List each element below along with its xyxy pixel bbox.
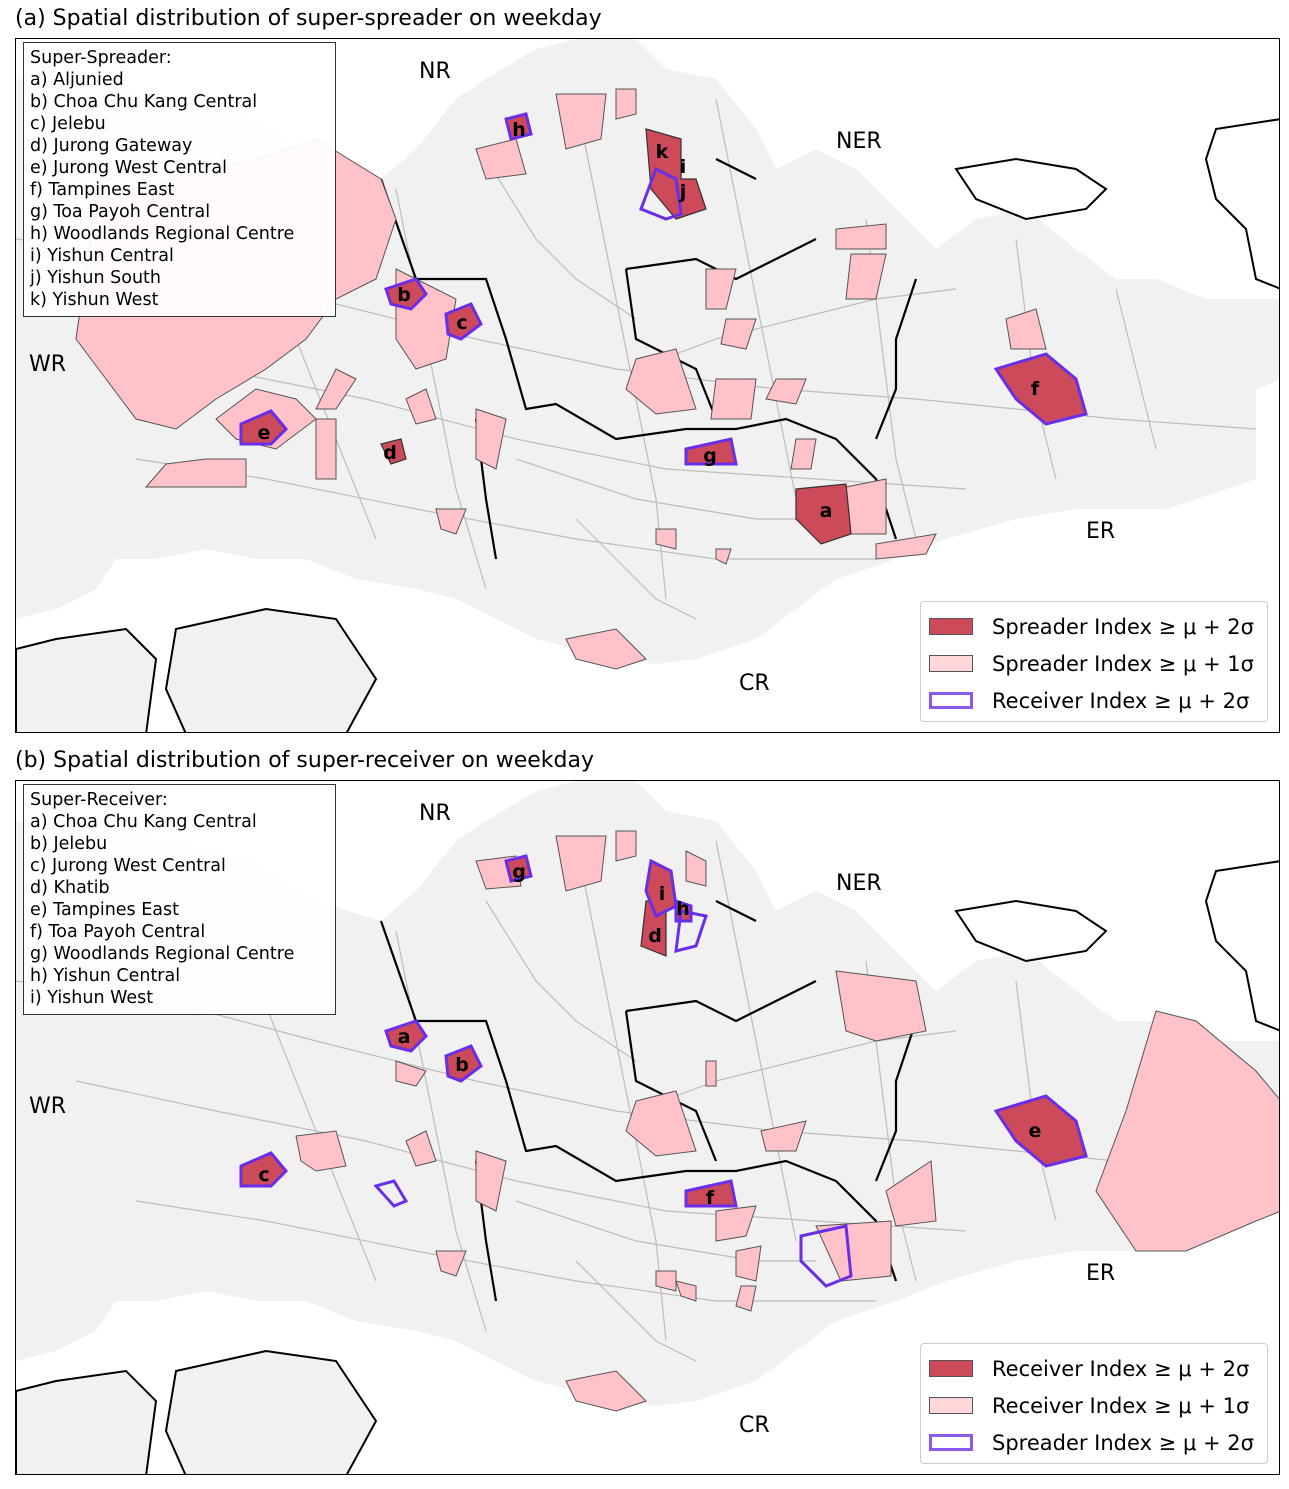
marker-a: a (398, 1026, 411, 1048)
list-item: c) Jelebu (30, 114, 106, 134)
marker-c: c (456, 312, 467, 334)
panel-a-legend: Spreader Index ≥ μ + 2σ Spreader Index ≥… (920, 601, 1268, 722)
receiver-outline-yishun (639, 166, 683, 221)
panel-b-map: a b c d e f g h i NR NER WR ER CR Super-… (15, 780, 1280, 1475)
list-item: g) Toa Payoh Central (30, 202, 211, 222)
panel-a-title: (a) Spatial distribution of super-spread… (15, 6, 602, 31)
legend-swatch-outline (929, 692, 973, 709)
region-label-cr: CR (739, 1413, 770, 1438)
pulau-tekong-land (1204, 118, 1279, 290)
marker-d: d (383, 442, 397, 464)
list-item: k) Yishun West (30, 290, 159, 310)
marker-b: b (397, 284, 411, 306)
legend-swatch-medium (929, 655, 973, 672)
panel-b-title: (b) Spatial distribution of super-receiv… (15, 748, 595, 773)
list-item: h) Woodlands Regional Centre (30, 224, 295, 244)
region-label-nr: NR (419, 801, 451, 826)
list-item: f) Toa Payoh Central (30, 922, 206, 942)
region-label-cr: CR (739, 671, 770, 696)
list-item: a) Choa Chu Kang Central (30, 812, 257, 832)
list-item: c) Jurong West Central (30, 856, 226, 876)
legend-label: Receiver Index ≥ μ + 2σ (992, 688, 1250, 713)
list-item: h) Yishun Central (30, 966, 181, 986)
list-item: e) Tampines East (30, 900, 179, 920)
list-item: e) Jurong West Central (30, 158, 227, 178)
list-item: j) Yishun South (30, 268, 161, 288)
panel-b-legend: Receiver Index ≥ μ + 2σ Receiver Index ≥… (920, 1343, 1268, 1464)
western-islands-land (16, 1349, 378, 1474)
outlined-areas (239, 112, 1088, 466)
pulau-tekong-land (1204, 860, 1279, 1032)
marker-b: b (455, 1054, 469, 1076)
pulau-ubin-land (954, 899, 1108, 963)
legend-label: Receiver Index ≥ μ + 2σ (992, 1356, 1250, 1381)
super-spreader-list: Super-Spreader: a) Aljunied b) Choa Chu … (23, 42, 336, 317)
region-boundaries (379, 158, 918, 560)
marker-g: g (703, 445, 717, 467)
list-item: a) Aljunied (30, 70, 124, 90)
region-label-ner: NER (836, 871, 882, 896)
legend-swatch-medium (929, 1397, 973, 1414)
legend-entry: Spreader Index ≥ μ + 2σ (929, 1424, 1259, 1461)
marker-letters: a b c d e f g h i (258, 861, 1041, 1209)
region-label-er: ER (1086, 1261, 1116, 1286)
list-item: i) Yishun Central (30, 246, 174, 266)
legend-label: Spreader Index ≥ μ + 1σ (992, 651, 1254, 676)
marker-i: i (659, 883, 666, 905)
region-label-ner: NER (836, 129, 882, 154)
list-title: Super-Spreader: (30, 48, 172, 68)
marker-f: f (706, 1187, 715, 1209)
list-item: d) Jurong Gateway (30, 136, 193, 156)
legend-swatch-high (929, 1360, 973, 1377)
marker-h: h (676, 898, 690, 920)
super-receiver-list: Super-Receiver: a) Choa Chu Kang Central… (23, 784, 336, 1015)
list-item: i) Yishun West (30, 988, 154, 1008)
marker-h: h (512, 119, 526, 141)
list-item: b) Choa Chu Kang Central (30, 92, 258, 112)
list-item: d) Khatib (30, 878, 110, 898)
legend-entry: Spreader Index ≥ μ + 1σ (929, 645, 1259, 682)
region-label-wr: WR (29, 1094, 67, 1119)
marker-letters: a b c d e f g h i j k (258, 119, 1040, 522)
medium-areas (295, 830, 1279, 1412)
list-item: b) Jelebu (30, 834, 108, 854)
legend-entry: Receiver Index ≥ μ + 2σ (929, 1350, 1259, 1387)
marker-d: d (648, 925, 662, 947)
marker-c: c (258, 1164, 269, 1186)
marker-j: j (679, 181, 687, 203)
marker-e: e (258, 422, 271, 444)
list-item: f) Tampines East (30, 180, 175, 200)
legend-entry: Receiver Index ≥ μ + 2σ (929, 682, 1259, 719)
region-label-nr: NR (419, 59, 451, 84)
legend-label: Spreader Index ≥ μ + 2σ (992, 614, 1254, 639)
marker-i: i (680, 156, 687, 178)
legend-swatch-high (929, 618, 973, 635)
region-label-wr: WR (29, 352, 67, 377)
panel-a-map: a b c d e f g h i j k NR NER WR ER CR Su… (15, 38, 1280, 733)
legend-label: Spreader Index ≥ μ + 2σ (992, 1430, 1254, 1455)
marker-k: k (656, 141, 669, 163)
marker-f: f (1031, 378, 1040, 400)
spreader-outlines (373, 909, 853, 1288)
list-title: Super-Receiver: (30, 790, 168, 810)
marker-g: g (512, 861, 526, 883)
marker-e: e (1029, 1120, 1042, 1142)
marker-a: a (820, 500, 833, 522)
legend-entry: Receiver Index ≥ μ + 1σ (929, 1387, 1259, 1424)
pulau-ubin-land (954, 157, 1108, 221)
outlined-areas (239, 854, 1088, 1208)
region-label-er: ER (1086, 519, 1116, 544)
legend-entry: Spreader Index ≥ μ + 2σ (929, 608, 1259, 645)
western-islands-land (16, 607, 378, 732)
legend-label: Receiver Index ≥ μ + 1σ (992, 1393, 1250, 1418)
legend-swatch-outline (929, 1434, 973, 1451)
list-item: g) Woodlands Regional Centre (30, 944, 295, 964)
